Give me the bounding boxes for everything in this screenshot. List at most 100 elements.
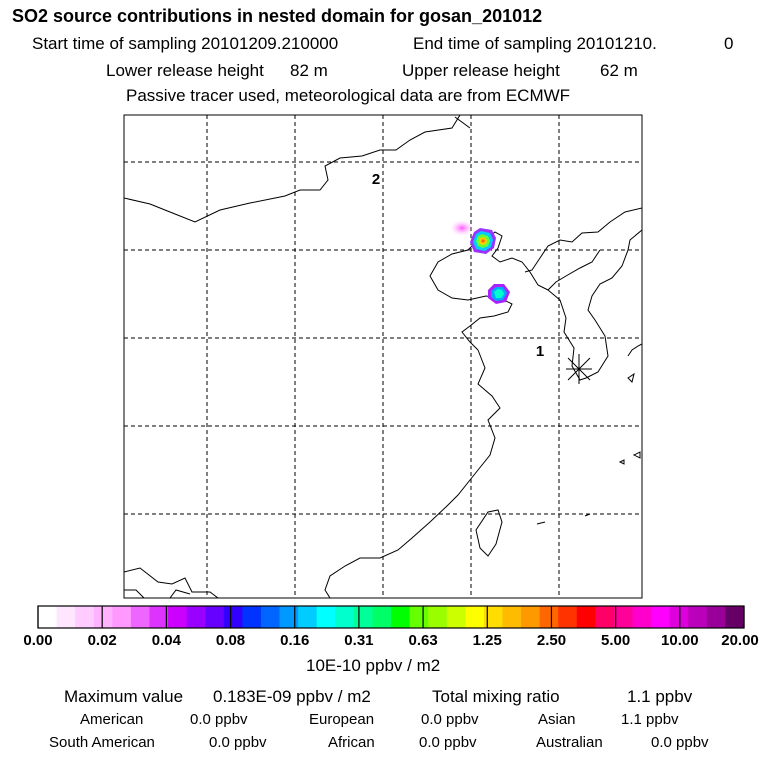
colorbar-tick-label: 10.00 [661,632,699,649]
region-name: American [80,711,144,728]
coastline [547,229,642,381]
colorbar-swatch [595,606,615,628]
colorbar-swatch [112,606,132,628]
colorbar-swatch [93,606,113,628]
colorbar-swatch [651,606,671,628]
colorbar-swatch [279,606,299,628]
coastlines [124,115,642,598]
colorbar-tick-label: 0.00 [23,632,53,649]
point-label: 1 [536,343,544,360]
colorbar-swatch [613,606,633,628]
total-mixing-value: 1.1 ppbv [627,687,693,706]
colorbar-ticks [37,606,745,628]
colorbar-swatch [38,606,57,628]
colorbar-swatch [353,606,373,628]
plume-haze [450,220,474,236]
colorbar-swatch [242,606,262,628]
border-line [454,116,471,129]
colorbar-unit: 10E-10 ppbv / m2 [306,656,441,675]
coastline [627,343,642,357]
colorbar-swatch [706,606,726,628]
border-line [124,567,219,598]
colorbar-swatch [483,606,503,628]
lower-release-value: 82 m [290,61,328,80]
colorbar-swatch [502,606,522,628]
colorbar-swatch [260,606,280,628]
colorbar-swatch [428,606,448,628]
colorbar-swatch [576,606,596,628]
border-line [124,589,145,598]
region-value: 0.0 ppbv [421,711,479,728]
colorbar-tick-label: 0.63 [408,632,438,649]
colorbar-swatch [725,606,745,628]
plume-core [494,289,504,298]
island [536,521,546,525]
max-value: 0.183E-09 ppbv / m2 [213,687,371,706]
colorbar-swatch [465,606,485,628]
region-value: 0.0 ppbv [419,734,477,751]
upper-release-label: Upper release height [402,61,560,80]
border-line [547,249,601,291]
point-label: 2 [372,171,380,188]
colorbar-swatch [539,606,559,628]
island [584,513,591,517]
colorbar-swatch [149,606,169,628]
region-name: African [328,734,375,751]
colorbar-swatch [168,606,188,628]
border-line [169,589,191,598]
page-title: SO2 source contributions in nested domai… [12,6,543,26]
upper-release-value: 62 m [600,61,638,80]
colorbar-tick-label: 0.08 [215,632,246,649]
lower-release-label: Lower release height [106,61,264,80]
island [627,372,635,383]
taiwan-island [475,509,503,557]
coastline [473,231,549,291]
colorbar-swatch [75,606,95,628]
colorbar-swatch [669,606,689,628]
colorbar-tick-label: 5.00 [601,632,631,649]
coastline [324,349,501,598]
region-value: 0.0 ppbv [651,734,709,751]
border-line [524,207,642,273]
tracer-note: Passive tracer used, meteorological data… [126,86,571,105]
colorbar-tick-label: 2.50 [536,632,567,649]
receptor-marker [566,354,592,384]
graticule [124,115,642,598]
colorbar-swatch [391,606,410,628]
colorbar-swatch [632,606,652,628]
island [632,451,641,459]
total-mixing-label: Total mixing ratio [432,687,560,706]
region-value: 0.0 ppbv [190,711,248,728]
map-content: 2 1 [124,115,642,598]
colorbar-tick-label: 0.04 [151,632,181,649]
colorbar-swatch [372,606,392,628]
colorbar-swatch [558,606,578,628]
colorbar-tick-label: 1.25 [472,632,502,649]
end-time-label: End time of sampling 20101210. [413,34,657,53]
colorbar-swatch [298,606,318,628]
colorbar-swatch [688,606,708,628]
colorbar-swatch [205,606,225,628]
colorbar-tick-label: 0.16 [280,632,310,649]
colorbar-swatch [316,606,336,628]
colorbar-swatch [446,606,466,628]
region-value: 1.1 ppbv [621,711,679,728]
plume-core [481,239,485,243]
colorbar-swatch [56,606,76,628]
region-name: South American [49,734,155,751]
border-line [124,115,461,223]
island [618,459,625,465]
colorbar [38,606,745,628]
colorbar-swatch [521,606,541,628]
colorbar-swatch [223,606,243,628]
end-time-value: 0 [724,34,734,53]
colorbar-swatch [130,606,150,628]
start-time-label: Start time of sampling 20101209.210000 [32,34,339,53]
concentration-plumes [450,220,510,304]
region-name: Australian [536,734,603,751]
colorbar-tick-label: 0.02 [87,632,117,649]
colorbar-swatch [409,606,429,628]
colorbar-tick-label: 0.31 [344,632,374,649]
max-value-label: Maximum value [64,687,184,706]
